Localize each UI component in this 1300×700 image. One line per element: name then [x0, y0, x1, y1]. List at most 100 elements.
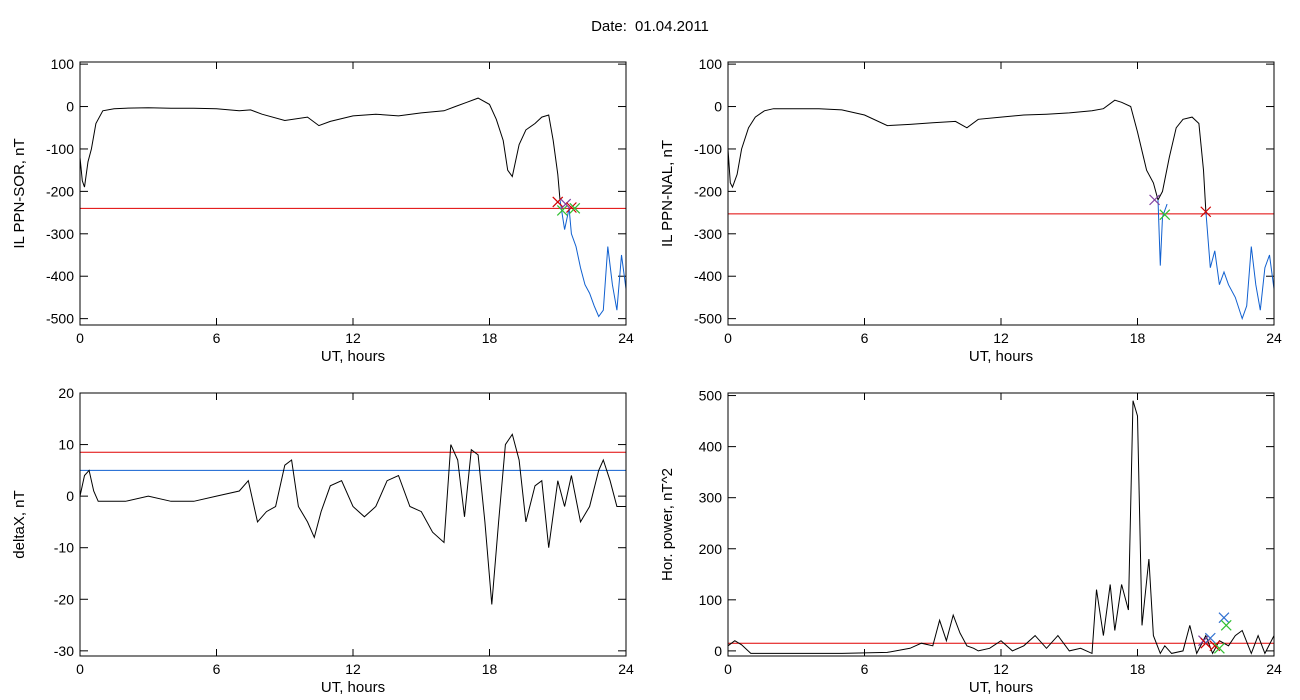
x-axis-label: UT, hours	[321, 348, 385, 365]
x-marker	[1220, 619, 1232, 631]
y-tick-label: -500	[694, 311, 722, 327]
y-tick-label: 20	[58, 385, 74, 401]
x-tick-label: 6	[213, 661, 221, 677]
x-marker	[560, 198, 572, 210]
plot-area	[728, 99, 1274, 321]
x-tick-label: 6	[861, 330, 869, 346]
y-tick-label: 100	[51, 56, 75, 72]
plot-frame	[727, 61, 1275, 326]
y-tick-label: 0	[714, 643, 722, 659]
plot-area	[80, 97, 626, 318]
y-tick-label: 0	[66, 99, 74, 115]
y-tick-label: 300	[699, 490, 723, 506]
x-marker	[552, 196, 564, 208]
plot-area	[80, 433, 626, 605]
y-tick-label: 400	[699, 439, 723, 455]
plot-frame	[79, 61, 627, 326]
x-tick-label: 24	[1266, 330, 1282, 346]
x-axis-label: UT, hours	[969, 348, 1033, 365]
x-tick-label: 18	[1130, 330, 1146, 346]
x-tick-label: 12	[993, 661, 1009, 677]
plot-frame	[79, 392, 627, 657]
y-tick-label: -200	[46, 183, 74, 199]
y-tick-label: -300	[694, 226, 722, 242]
x-tick-label: 24	[1266, 661, 1282, 677]
x-marker-stroke	[565, 202, 577, 213]
y-axis-label: deltaX, nT	[11, 490, 28, 558]
y-axis-label: Hor. power, nT^2	[659, 468, 676, 581]
x-marker-stroke	[556, 205, 568, 216]
series-line	[728, 400, 1274, 655]
y-tick-label: 0	[66, 488, 74, 504]
x-tick-label: 0	[724, 330, 732, 346]
x-tick-label: 12	[345, 661, 361, 677]
y-axis-label: IL PPN-NAL, nT	[659, 140, 676, 247]
x-tick-label: 24	[618, 661, 634, 677]
panel-ppn-sor: 0 6 12 18 24 -500 -400 -300 -200 -100 0 100 UT, hour…	[11, 56, 634, 365]
y-tick-label: 10	[58, 437, 74, 453]
series-line	[1205, 210, 1274, 321]
x-marker-stroke	[1200, 206, 1212, 218]
x-marker-stroke	[569, 202, 581, 214]
x-tick-label: 18	[1130, 661, 1146, 677]
y-axis-label: IL PPN-SOR, nT	[11, 138, 28, 248]
y-tick-label: -400	[694, 268, 722, 284]
figure-title: Date: 01.04.2011	[0, 18, 1300, 35]
x-marker	[1159, 209, 1171, 221]
x-marker	[556, 205, 568, 216]
x-tick-label: 18	[482, 330, 498, 346]
y-tick-label: -20	[54, 591, 74, 607]
x-marker-stroke	[552, 196, 564, 208]
x-marker	[1218, 612, 1230, 624]
y-tick-label: 100	[699, 592, 723, 608]
x-marker	[1213, 642, 1225, 654]
x-tick-label: 0	[724, 661, 732, 677]
date-label: Date:	[591, 18, 627, 35]
series-line	[1157, 199, 1168, 266]
x-marker	[1200, 206, 1212, 218]
panel-deltax: 0 6 12 18 24 -30 -20 -10 0 10 20 UT, hours deltaX, n…	[11, 385, 634, 696]
date-value: 01.04.2011	[634, 18, 709, 35]
series-line	[80, 433, 626, 605]
series-line	[728, 99, 1207, 211]
x-marker-stroke	[1218, 612, 1230, 624]
x-tick-label: 18	[482, 661, 498, 677]
y-tick-label: -100	[46, 141, 74, 157]
plot-frame	[727, 392, 1275, 657]
panel-hor-power: 0 6 12 18 24 0 100 200 300 400 500 UT, hours Hor. po…	[659, 388, 1282, 696]
x-tick-label: 12	[345, 330, 361, 346]
y-tick-label: -10	[54, 540, 74, 556]
x-axis-label: UT, hours	[321, 679, 385, 696]
y-tick-label: -200	[694, 183, 722, 199]
x-tick-label: 24	[618, 330, 634, 346]
x-marker	[569, 202, 581, 214]
x-tick-label: 0	[76, 661, 84, 677]
x-marker	[1204, 632, 1216, 644]
x-axis-label: UT, hours	[969, 679, 1033, 696]
x-marker-stroke	[1220, 619, 1232, 631]
x-tick-label: 6	[213, 330, 221, 346]
x-tick-label: 6	[861, 661, 869, 677]
panel-ppn-nal: 0 6 12 18 24 -500 -400 -300 -200 -100 0 100 UT, hour…	[659, 56, 1282, 365]
x-tick-label: 12	[993, 330, 1009, 346]
y-tick-label: 500	[699, 388, 723, 404]
y-tick-label: -30	[54, 643, 74, 659]
y-tick-label: -400	[46, 268, 74, 284]
x-marker-stroke	[1149, 194, 1160, 206]
series-line	[80, 97, 561, 200]
y-tick-label: 100	[699, 56, 723, 72]
x-marker-stroke	[1204, 632, 1216, 644]
x-marker-stroke	[560, 198, 572, 210]
y-tick-label: -100	[694, 141, 722, 157]
x-marker-stroke	[1213, 642, 1225, 654]
x-marker	[1149, 194, 1160, 206]
y-tick-label: 0	[714, 99, 722, 115]
x-tick-label: 0	[76, 330, 84, 346]
y-tick-label: -500	[46, 311, 74, 327]
y-tick-label: 200	[699, 541, 723, 557]
y-tick-label: -300	[46, 226, 74, 242]
x-marker-stroke	[1209, 640, 1221, 652]
x-marker	[565, 202, 577, 213]
plot-area	[728, 400, 1274, 655]
